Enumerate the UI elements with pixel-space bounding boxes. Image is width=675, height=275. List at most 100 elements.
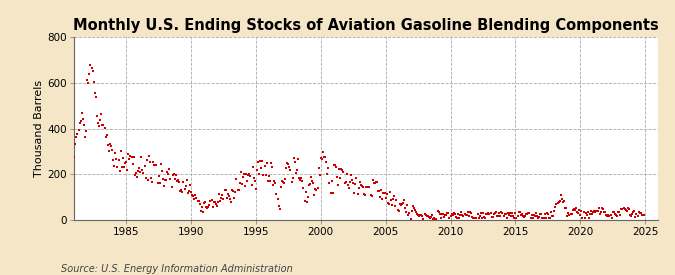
Point xyxy=(186,190,196,194)
Point xyxy=(459,212,470,216)
Point xyxy=(349,191,360,195)
Point xyxy=(222,192,233,197)
Point xyxy=(274,206,285,211)
Point xyxy=(327,191,338,195)
Point xyxy=(613,209,624,214)
Point xyxy=(272,196,283,201)
Point xyxy=(634,211,645,215)
Point xyxy=(550,205,561,210)
Point xyxy=(445,214,456,218)
Point xyxy=(277,180,288,184)
Point xyxy=(157,169,167,173)
Point xyxy=(460,213,471,218)
Point xyxy=(74,121,85,126)
Point xyxy=(225,200,236,204)
Point xyxy=(456,210,466,214)
Point xyxy=(627,212,638,216)
Point xyxy=(86,65,97,70)
Point xyxy=(481,212,491,216)
Point xyxy=(469,216,480,220)
Point xyxy=(310,186,321,191)
Point xyxy=(337,167,348,172)
Point xyxy=(173,177,184,182)
Point xyxy=(281,166,292,170)
Point xyxy=(200,205,211,209)
Point xyxy=(570,206,581,210)
Point xyxy=(284,164,295,169)
Point xyxy=(119,165,130,169)
Point xyxy=(288,156,299,161)
Point xyxy=(427,213,437,217)
Point xyxy=(190,192,200,197)
Point xyxy=(556,196,567,201)
Point xyxy=(299,199,310,204)
Point xyxy=(470,216,481,221)
Point xyxy=(315,173,325,178)
Point xyxy=(188,193,198,198)
Point xyxy=(631,212,642,217)
Point xyxy=(448,211,459,215)
Point xyxy=(526,213,537,218)
Point xyxy=(279,181,290,185)
Point xyxy=(565,212,576,216)
Point xyxy=(471,216,482,220)
Point xyxy=(216,196,227,200)
Point xyxy=(246,183,257,187)
Point xyxy=(109,164,119,168)
Point xyxy=(111,157,122,162)
Point xyxy=(367,193,377,198)
Point xyxy=(489,211,500,216)
Point xyxy=(164,167,175,172)
Point xyxy=(428,217,439,221)
Point xyxy=(292,168,302,173)
Point xyxy=(149,163,160,168)
Point xyxy=(238,175,248,179)
Point xyxy=(232,188,243,192)
Point xyxy=(69,155,80,160)
Point xyxy=(342,183,353,187)
Point xyxy=(421,214,432,218)
Point xyxy=(78,117,88,122)
Point xyxy=(211,204,222,208)
Point xyxy=(600,210,611,214)
Point xyxy=(534,215,545,220)
Point xyxy=(448,213,458,217)
Point xyxy=(403,213,414,217)
Point xyxy=(532,214,543,218)
Point xyxy=(124,156,135,161)
Point xyxy=(373,189,383,193)
Point xyxy=(344,186,354,190)
Point xyxy=(209,200,219,204)
Point xyxy=(96,112,107,116)
Point xyxy=(162,170,173,174)
Point xyxy=(320,155,331,159)
Point xyxy=(265,179,275,183)
Point xyxy=(137,168,148,173)
Point xyxy=(326,179,337,184)
Point xyxy=(487,215,498,219)
Point xyxy=(581,213,592,218)
Point xyxy=(485,211,496,215)
Point xyxy=(165,177,176,181)
Point xyxy=(73,128,84,132)
Point xyxy=(572,211,583,216)
Point xyxy=(261,161,272,165)
Point xyxy=(491,214,502,218)
Point xyxy=(209,200,220,205)
Point xyxy=(518,213,529,218)
Point xyxy=(545,210,556,214)
Point xyxy=(523,211,534,216)
Point xyxy=(92,114,103,118)
Point xyxy=(559,199,570,203)
Point xyxy=(229,195,240,200)
Point xyxy=(390,204,401,208)
Point xyxy=(231,177,242,181)
Point xyxy=(377,197,388,201)
Point xyxy=(344,180,355,184)
Point xyxy=(87,69,98,73)
Point xyxy=(364,185,375,189)
Point xyxy=(505,211,516,215)
Point xyxy=(429,216,439,221)
Point xyxy=(167,172,178,177)
Point xyxy=(401,210,412,214)
